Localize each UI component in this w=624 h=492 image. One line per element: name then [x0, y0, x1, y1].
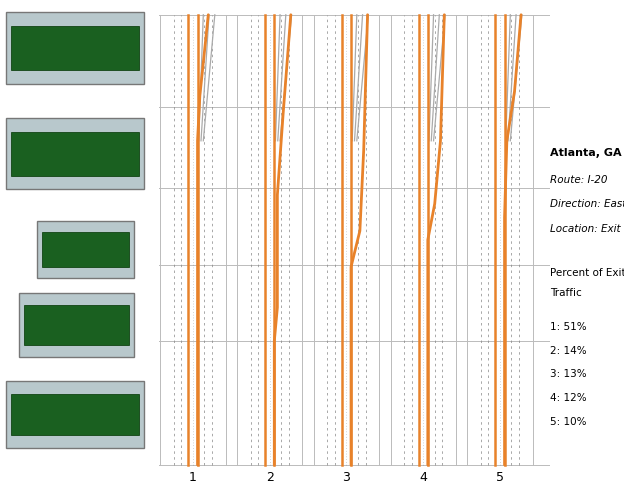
- Text: Route: I-20: Route: I-20: [550, 175, 608, 184]
- Bar: [6, 118, 144, 189]
- Text: 3: 3: [343, 471, 351, 484]
- Text: Location: Exit 51B: Location: Exit 51B: [550, 224, 624, 234]
- Text: 4: 12%: 4: 12%: [550, 393, 587, 403]
- Bar: [6, 381, 144, 448]
- Bar: [24, 305, 129, 344]
- Text: 4: 4: [419, 471, 427, 484]
- Text: 1: 51%: 1: 51%: [550, 322, 587, 332]
- Bar: [6, 12, 144, 84]
- Bar: [11, 394, 139, 435]
- Text: 1: 1: [189, 471, 197, 484]
- Text: Traffic: Traffic: [550, 288, 582, 298]
- Bar: [11, 26, 139, 70]
- Bar: [11, 132, 139, 176]
- Text: 2: 2: [266, 471, 274, 484]
- Bar: [19, 293, 134, 357]
- Text: 3: 13%: 3: 13%: [550, 369, 587, 379]
- Text: Direction: Eastbound: Direction: Eastbound: [550, 199, 624, 209]
- Text: 2: 14%: 2: 14%: [550, 346, 587, 356]
- Text: 5: 5: [496, 471, 504, 484]
- Bar: [37, 221, 134, 278]
- Bar: [42, 232, 129, 267]
- Text: 5: 10%: 5: 10%: [550, 417, 587, 427]
- Text: Percent of Exiting: Percent of Exiting: [550, 268, 624, 278]
- Text: Atlanta, GA: Atlanta, GA: [550, 148, 622, 157]
